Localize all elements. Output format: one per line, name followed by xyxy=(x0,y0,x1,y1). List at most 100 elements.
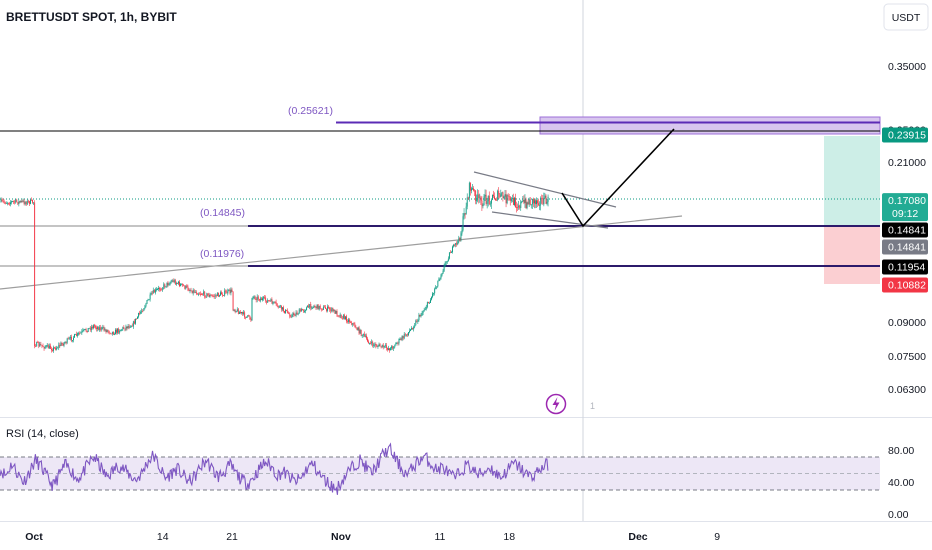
candle-body xyxy=(121,329,123,331)
rsi-title: RSI (14, close) xyxy=(6,428,79,440)
price-axis[interactable] xyxy=(880,0,932,550)
candle-body xyxy=(434,288,436,294)
candle-body xyxy=(13,201,15,202)
candle-body xyxy=(146,300,148,304)
projection-path[interactable] xyxy=(561,128,675,228)
candle-body xyxy=(511,198,513,199)
candle-body xyxy=(225,290,227,292)
candle-body xyxy=(238,312,240,314)
target-zone[interactable] xyxy=(824,136,880,226)
candle-body xyxy=(277,306,279,308)
candle-body xyxy=(292,313,294,315)
candle-body xyxy=(247,315,249,317)
candle-body xyxy=(472,188,473,190)
support-trendline[interactable] xyxy=(0,215,683,290)
candle-body xyxy=(433,293,435,294)
candle-body xyxy=(89,327,91,330)
candle-body xyxy=(421,312,423,316)
candle-body xyxy=(424,308,426,311)
candle-body xyxy=(295,312,297,316)
candle-body xyxy=(201,294,203,296)
candle-body xyxy=(444,262,446,266)
candle-body xyxy=(354,323,356,328)
candle-body xyxy=(506,195,508,204)
candle-body xyxy=(441,273,443,276)
candle-body xyxy=(25,202,27,205)
candle-body xyxy=(136,318,137,320)
candle-body xyxy=(546,201,548,204)
candle-body xyxy=(458,237,460,241)
candle-body xyxy=(37,342,39,344)
candle-body xyxy=(49,345,51,349)
candle-body xyxy=(65,342,67,344)
candle-body xyxy=(367,338,368,342)
stop-zone[interactable] xyxy=(824,226,880,284)
candle-body xyxy=(151,293,153,294)
candle-body xyxy=(187,286,189,290)
candle-body xyxy=(326,308,327,311)
candle-body xyxy=(257,296,259,300)
triangle-upper-line[interactable] xyxy=(473,171,617,208)
candle-body xyxy=(285,309,287,314)
candle-body xyxy=(214,295,216,297)
candle-body xyxy=(119,331,121,333)
candle-body xyxy=(377,345,379,347)
candle-body xyxy=(223,295,225,297)
candle-body xyxy=(33,202,35,204)
candle-body xyxy=(111,331,113,335)
date-tick-label: 11 xyxy=(435,531,446,543)
candle-body xyxy=(59,344,61,346)
candle-body xyxy=(265,297,267,301)
candle-body xyxy=(72,340,73,341)
candle-body xyxy=(278,306,280,308)
candle-body xyxy=(63,342,65,346)
currency-button[interactable] xyxy=(883,3,929,31)
crosshair-tick: 1 xyxy=(590,401,595,411)
candle-body xyxy=(356,328,358,330)
candle-body xyxy=(182,283,184,286)
fib-zone-box[interactable] xyxy=(539,116,881,135)
candle-body xyxy=(347,321,348,323)
candle-body xyxy=(275,302,277,304)
candle-body xyxy=(431,296,432,300)
candle-body xyxy=(9,203,10,205)
candle-body xyxy=(401,336,403,340)
candle-body xyxy=(144,306,146,309)
candle-body xyxy=(172,280,174,282)
candle-body xyxy=(484,194,486,197)
candle-body xyxy=(379,344,381,347)
rsi-line xyxy=(0,442,549,495)
candle-body xyxy=(254,296,256,300)
candles xyxy=(0,181,549,353)
candle-body xyxy=(435,287,437,289)
candle-body xyxy=(79,332,81,334)
candle-body xyxy=(249,315,251,320)
candle-body xyxy=(547,196,549,202)
candle-body xyxy=(337,315,339,317)
candle-body xyxy=(284,311,285,314)
candle-body xyxy=(387,348,388,350)
candle-body xyxy=(96,327,98,330)
candle-body xyxy=(380,346,382,348)
candle-body xyxy=(384,345,386,347)
candle-body xyxy=(174,280,176,285)
candle-body xyxy=(529,199,531,206)
date-axis[interactable]: Oct 14 21 Nov 11 18 Dec 9 xyxy=(25,531,720,543)
candle-body xyxy=(276,303,278,307)
price-tick-label: 0.09000 xyxy=(888,317,926,329)
candle-body xyxy=(138,312,140,317)
candle-body xyxy=(514,197,515,205)
candle-body xyxy=(327,306,329,311)
candle-body xyxy=(269,300,271,302)
candle-body xyxy=(158,288,159,290)
candle-body xyxy=(11,201,12,203)
candle-body xyxy=(463,213,465,217)
candle-body xyxy=(535,200,536,205)
candle-body xyxy=(298,309,300,314)
candle-body xyxy=(454,244,456,246)
candle-body xyxy=(183,285,185,287)
candle-body xyxy=(482,205,484,207)
triangle-lower-line[interactable] xyxy=(491,211,609,229)
candle-body xyxy=(271,299,273,304)
